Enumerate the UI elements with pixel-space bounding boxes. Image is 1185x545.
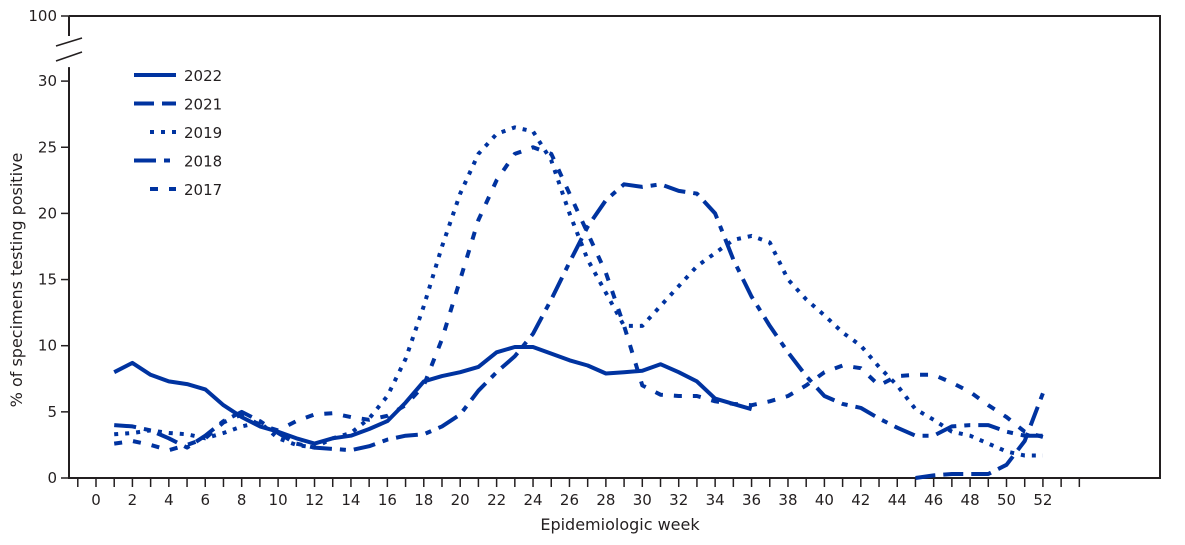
- x-tick-label: 28: [596, 491, 615, 509]
- x-tick-label: 52: [1033, 491, 1052, 509]
- x-tick-label: 26: [560, 491, 579, 509]
- x-tick-label: 2: [128, 491, 138, 509]
- plot-frame: [68, 15, 1161, 479]
- legend: 2022 2021 2019 2018 2017: [134, 67, 222, 199]
- x-tick-label: 32: [669, 491, 688, 509]
- legend-label-2018: 2018: [184, 153, 222, 171]
- x-tick-label: 16: [378, 491, 397, 509]
- y-tick-label: 100: [28, 7, 57, 25]
- series-line-2018: [114, 182, 1043, 453]
- x-tick-label: 38: [778, 491, 797, 509]
- x-tick-label: 18: [414, 491, 433, 509]
- y-tick-label: 25: [38, 138, 57, 156]
- axis-break-mark: [55, 51, 83, 62]
- x-tick-label: 12: [305, 491, 324, 509]
- y-tick-label: 0: [47, 469, 57, 487]
- x-tick-label: 20: [451, 491, 470, 509]
- x-tick-label: 22: [487, 491, 506, 509]
- x-tick-label: 48: [961, 491, 980, 509]
- series-line-2019: [114, 125, 1043, 458]
- x-axis-title: Epidemiologic week: [540, 515, 700, 534]
- legend-label-2021: 2021: [184, 96, 222, 114]
- x-tick-label: 44: [888, 491, 907, 509]
- y-tick-label: 20: [38, 204, 57, 222]
- legend-label-2019: 2019: [184, 124, 222, 142]
- x-tick-label: 46: [924, 491, 943, 509]
- x-tick-label: 40: [815, 491, 834, 509]
- x-tick-label: 34: [706, 491, 725, 509]
- axis-break-mark: [55, 37, 83, 47]
- y-tick-label: 15: [38, 271, 57, 289]
- legend-label-2017: 2017: [184, 181, 222, 199]
- x-tick-label: 6: [200, 491, 210, 509]
- x-tick-label: 42: [851, 491, 870, 509]
- series-line-2021: [915, 392, 1045, 480]
- x-tick-label: 0: [91, 491, 101, 509]
- x-tick-label: 14: [341, 491, 360, 509]
- x-tick-label: 36: [742, 491, 761, 509]
- series-line-2022: [113, 345, 753, 446]
- x-tick-label: 50: [997, 491, 1016, 509]
- y-tick-label: 30: [38, 72, 57, 90]
- x-tick-label: 10: [269, 491, 288, 509]
- data-lines: [113, 125, 1045, 480]
- series-line-2017: [113, 145, 1044, 453]
- y-axis-title: % of specimens testing positive: [7, 153, 26, 408]
- x-tick-label: 24: [523, 491, 542, 509]
- x-tick-label: 4: [164, 491, 174, 509]
- y-tick-label: 5: [47, 403, 57, 421]
- y-tick-label: 10: [38, 337, 57, 355]
- x-tick-label: 8: [237, 491, 247, 509]
- x-tick-label: 30: [633, 491, 652, 509]
- legend-label-2022: 2022: [184, 67, 222, 85]
